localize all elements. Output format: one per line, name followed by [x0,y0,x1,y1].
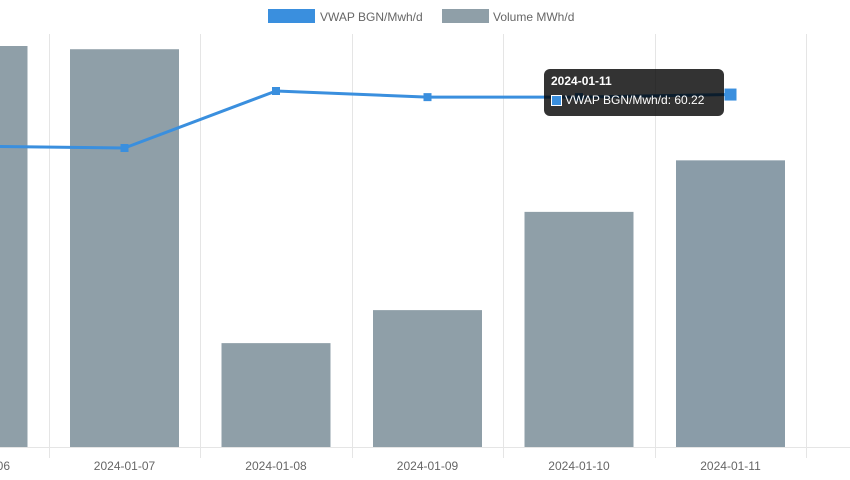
x-tick-label: 2024-01-09 [397,459,459,473]
x-tick-label: 2024-01-10 [548,459,610,473]
tooltip-row: VWAP BGN/Mwh/d: 60.22 [551,93,717,108]
legend-label: Volume MWh/d [493,10,574,24]
volume-bar [221,343,331,447]
x-tick-label: 2024-01-08 [245,459,307,473]
vwap-point [120,144,129,152]
volume-bar [373,310,482,447]
tooltip-swatch [551,95,562,106]
vwap-point [272,87,280,95]
tooltip-label: VWAP BGN/Mwh/d: 60.22 [565,93,705,107]
volume-bars [0,46,785,447]
x-axis: 06 2024-01-07 2024-01-08 2024-01-09 2024-01-… [0,459,761,473]
legend-swatch [442,9,489,23]
legend[interactable]: VWAP BGN/Mwh/d Volume MWh/d [268,9,574,24]
vwap-point [724,88,737,101]
x-tick-label: 2024-01-11 [700,459,761,473]
volume-bar [676,160,785,447]
legend-swatch [268,9,315,23]
tooltip-title: 2024-01-11 [551,74,612,88]
legend-label: VWAP BGN/Mwh/d [320,10,423,24]
tooltip: 2024-01-11 VWAP BGN/Mwh/d: 60.22 [544,69,724,116]
x-tick-label: 2024-01-07 [94,459,156,473]
volume-bar [0,46,28,447]
volume-bar [70,49,179,447]
x-tick-label: 06 [0,459,10,473]
vwap-point [423,93,432,102]
volume-bar [524,211,634,447]
